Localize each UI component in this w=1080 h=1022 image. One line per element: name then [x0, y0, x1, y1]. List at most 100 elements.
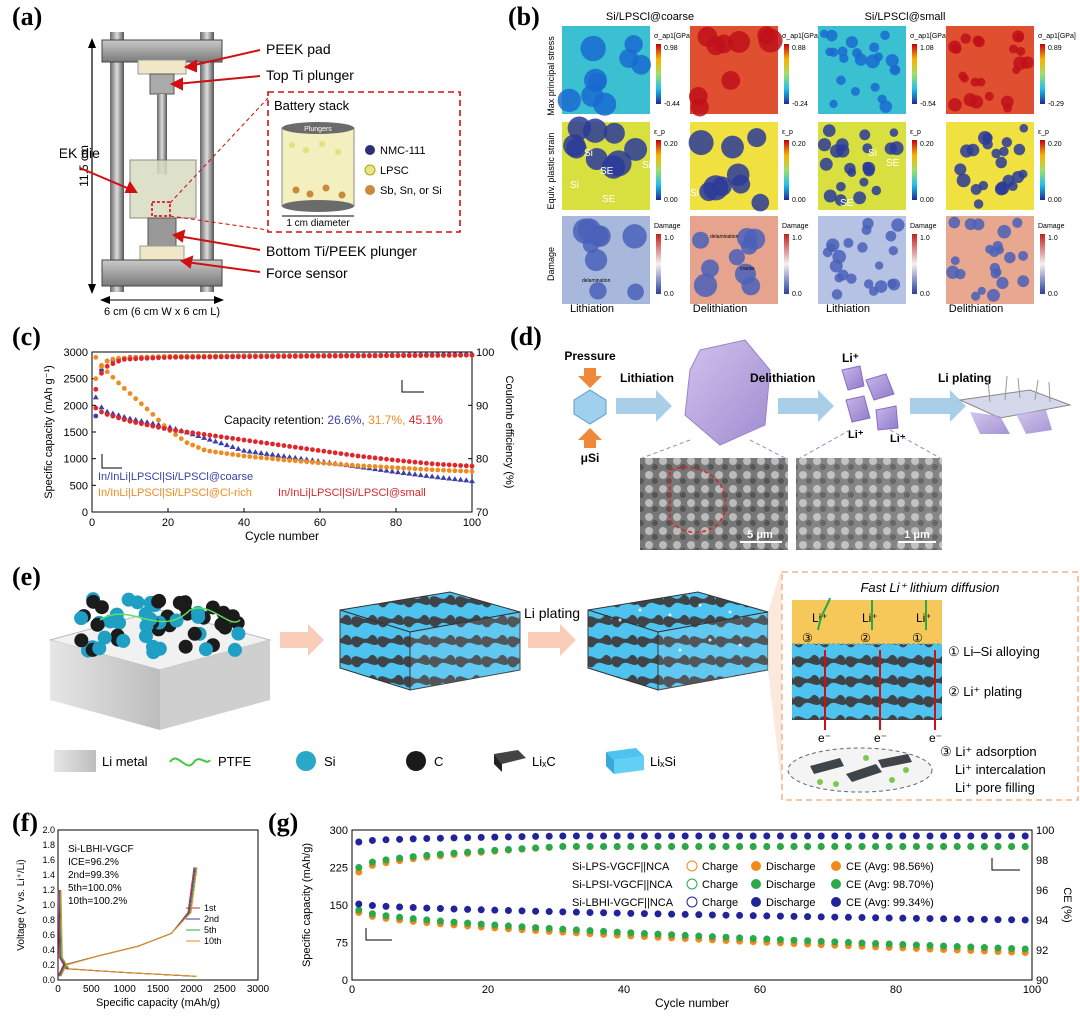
- ce-point: [1021, 832, 1029, 840]
- capacity-point: [173, 432, 179, 438]
- grain: [836, 75, 846, 86]
- grain: [946, 265, 960, 279]
- legend-nmc: NMC-111: [380, 145, 425, 157]
- charge-curve: [60, 867, 198, 977]
- ce-point: [409, 853, 417, 861]
- discharge-point: [926, 915, 934, 923]
- colorbar-min: 0.00: [1048, 197, 1062, 204]
- colorbar-unit: ε_p: [654, 129, 665, 136]
- ce-point: [275, 354, 281, 359]
- capacity-point: [133, 396, 139, 402]
- grain: [973, 199, 984, 209]
- colorbar-unit: σ_ap1[GPa]: [782, 33, 820, 40]
- step-delithiation: Delithiation: [750, 371, 815, 385]
- ce-point: [790, 832, 798, 840]
- discharge-point: [382, 902, 390, 910]
- discharge-point: [763, 935, 771, 943]
- grain: [1019, 124, 1029, 133]
- chart-f-annotation: 10th=100.2%: [68, 896, 127, 907]
- discharge-point: [844, 938, 852, 946]
- grain: [989, 262, 1001, 274]
- grain: [999, 146, 1009, 157]
- ce-point: [695, 843, 703, 850]
- ce-point: [355, 353, 361, 359]
- ion-1: Li⁺: [842, 351, 859, 365]
- retention-value: 26.6%,: [327, 413, 368, 427]
- capacity-point: [270, 456, 275, 462]
- legend-lixc: LiₓC: [532, 754, 556, 769]
- ce-point: [429, 353, 435, 358]
- colorbar-max: 0.20: [664, 141, 678, 148]
- y-tick-label: 1000: [64, 454, 88, 466]
- grain: [948, 216, 961, 229]
- grain: [874, 261, 884, 270]
- ce-point: [207, 354, 213, 360]
- legend-coarse: In/InLi|LPSCl|Si/LPSCl@coarse: [98, 471, 253, 483]
- colorbar: [912, 234, 917, 294]
- legend-charge: Charge: [702, 861, 738, 873]
- retention-value: 45.1%: [409, 413, 443, 427]
- capacity-point: [247, 438, 253, 444]
- discharge-point: [436, 917, 444, 925]
- ce-point: [361, 353, 367, 359]
- ce-point: [545, 832, 553, 840]
- grain: [688, 130, 714, 156]
- ce-point: [817, 832, 825, 840]
- ce-point: [190, 354, 196, 360]
- legend-ptfe: PTFE: [218, 754, 252, 769]
- capacity-point: [429, 473, 436, 479]
- capacity-point: [144, 406, 150, 412]
- x-axis-label: Cycle number: [655, 996, 729, 1010]
- capacity-point: [424, 460, 429, 466]
- panel-label-d: (d): [510, 322, 542, 351]
- capacity-point: [469, 478, 475, 484]
- electron-3: e⁻: [929, 731, 942, 745]
- capacity-point: [338, 451, 344, 456]
- discharge-point: [967, 943, 975, 951]
- ce-point: [287, 354, 292, 359]
- region-label: SE: [600, 166, 614, 177]
- ce-point: [708, 843, 716, 850]
- ce-point: [338, 353, 344, 359]
- grain: [823, 189, 837, 203]
- y-tick-label: 1.4: [42, 870, 55, 880]
- discharge-point: [804, 913, 812, 921]
- ce-point: [953, 843, 961, 850]
- capacity-point: [144, 422, 150, 428]
- capacity-point: [304, 446, 310, 452]
- particle: [191, 609, 206, 624]
- arrow-left: [365, 928, 392, 941]
- capacity-point: [230, 452, 236, 457]
- ce-point: [423, 851, 431, 859]
- y2-tick-label: 70: [476, 507, 488, 519]
- grain: [865, 54, 880, 69]
- ce-point: [953, 832, 961, 840]
- sem-image-1: [640, 458, 788, 550]
- ce-point: [831, 843, 839, 850]
- capacity-point: [412, 459, 418, 465]
- grain: [870, 82, 880, 92]
- ce-point: [504, 846, 512, 854]
- ce-point: [586, 843, 594, 850]
- ce-point: [736, 832, 744, 840]
- ce-point: [196, 354, 201, 360]
- ce-point: [681, 843, 689, 850]
- sim-map: [946, 216, 1034, 304]
- grain: [862, 143, 873, 154]
- ce-point: [532, 844, 540, 852]
- circled-3: ③: [802, 631, 813, 645]
- ce-point: [736, 843, 744, 850]
- legend-lpsc: LPSC: [380, 165, 409, 177]
- callout-peek-pad: PEEK pad: [266, 41, 331, 57]
- discharge-point: [776, 912, 784, 920]
- ce-point: [310, 353, 315, 359]
- chart-f-annotation: ICE=96.2%: [68, 857, 119, 868]
- capacity-point: [469, 463, 475, 469]
- discharge-point: [477, 906, 485, 914]
- grain: [619, 48, 639, 68]
- capacity-point: [344, 452, 349, 457]
- particle: [231, 626, 246, 641]
- capacity-point: [139, 421, 144, 427]
- capacity-point: [167, 427, 173, 432]
- discharge-point: [368, 902, 376, 910]
